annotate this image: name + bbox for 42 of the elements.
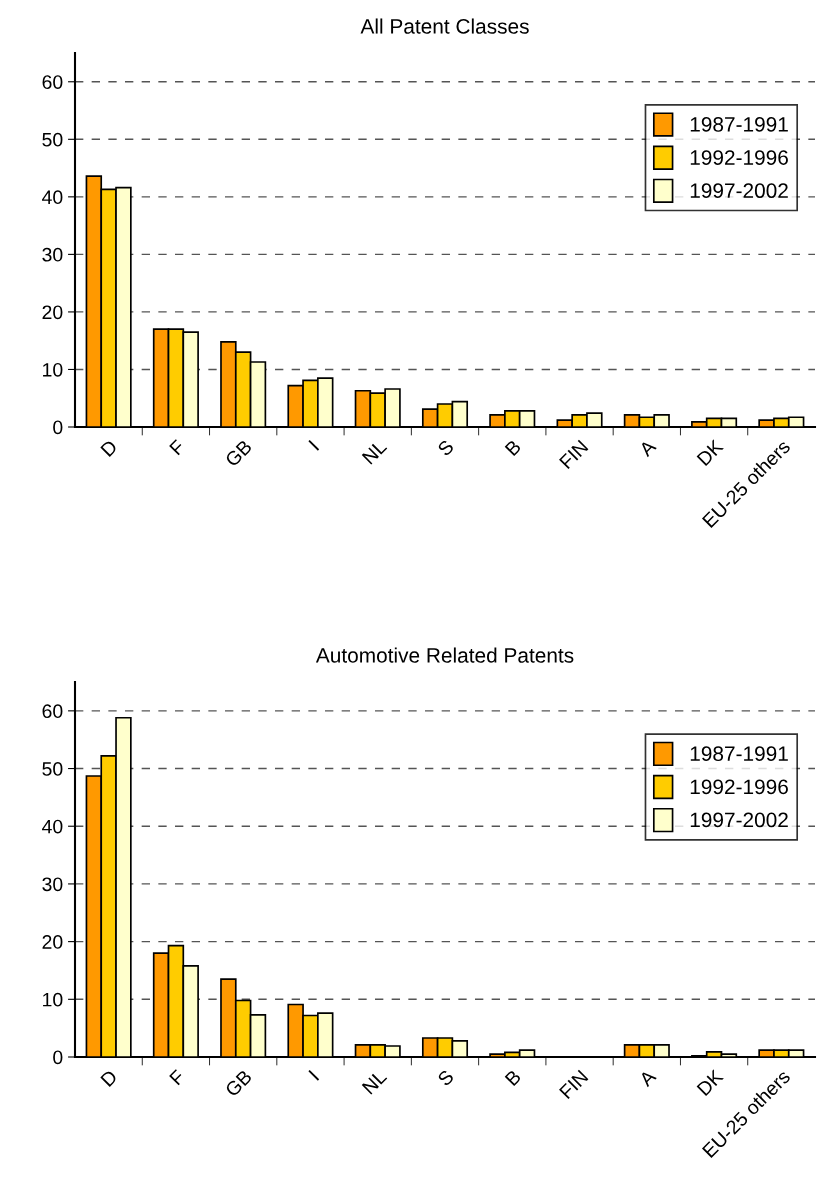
x-tick-label: I xyxy=(308,1069,320,1081)
x-tick-label: A xyxy=(638,438,657,458)
x-tick-label: NL xyxy=(361,1069,388,1095)
y-tick-label: 40 xyxy=(42,819,63,834)
legend-label: 1992-1996 xyxy=(690,150,788,165)
y-tick-label: 30 xyxy=(42,877,63,892)
x-tick-label: D xyxy=(100,1069,118,1087)
x-tick-label: DK xyxy=(696,1068,724,1097)
y-tick-label: 60 xyxy=(42,704,63,719)
y-tick-label: 50 xyxy=(42,762,63,776)
chart-title: All Patent Classes xyxy=(360,18,529,34)
y-tick-label: 20 xyxy=(42,305,63,320)
x-tick-label: B xyxy=(504,1069,522,1087)
x-tick-label: GB xyxy=(224,439,253,468)
y-tick-label: 60 xyxy=(42,75,63,90)
y-tick-label: 50 xyxy=(42,132,63,147)
x-tick-label: FIN xyxy=(559,1069,589,1100)
legend-label: 1992-1996 xyxy=(690,779,788,795)
x-tick-label: DK xyxy=(696,438,724,467)
y-tick-label: 20 xyxy=(42,935,63,949)
y-tick-label: 0 xyxy=(53,420,63,435)
x-tick-label: B xyxy=(504,439,522,457)
x-tick-label: S xyxy=(436,1069,455,1087)
y-tick-label: 30 xyxy=(42,247,63,262)
x-tick-label: FIN xyxy=(559,439,589,470)
x-tick-label: I xyxy=(308,439,320,451)
x-tick-label: NL xyxy=(361,439,388,465)
legend-label: 1987-1991 xyxy=(690,746,788,762)
chart-title: Automotive Related Patents xyxy=(315,647,574,663)
x-tick-label: S xyxy=(436,439,455,457)
legend-label: 1997-2002 xyxy=(690,183,788,199)
legend-label: 1997-2002 xyxy=(690,812,788,828)
x-tick-label: F xyxy=(169,439,186,456)
y-tick-label: 0 xyxy=(53,1050,63,1065)
y-tick-label: 40 xyxy=(42,190,63,205)
legend-label: 1987-1991 xyxy=(690,117,788,132)
x-tick-label: D xyxy=(100,439,118,457)
x-tick-label: F xyxy=(169,1069,186,1086)
y-tick-label: 10 xyxy=(43,362,63,377)
y-tick-label: 10 xyxy=(43,992,63,1007)
x-tick-label: GB xyxy=(224,1069,253,1098)
x-tick-label: A xyxy=(638,1068,657,1088)
